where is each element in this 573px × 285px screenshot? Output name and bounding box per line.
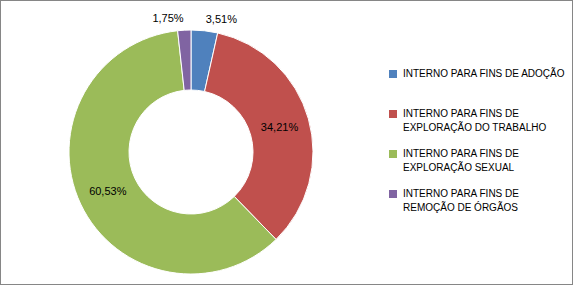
svg-text:60,53%: 60,53% bbox=[89, 185, 127, 197]
html-text:INTERNO PARA FINS DE EXPLORAÇÃ: INTERNO PARA FINS DE EXPLORAÇÃO DO TRABA… bbox=[403, 108, 547, 133]
html-text:INTERNO PARA FINS DE REMOÇÃO D: INTERNO PARA FINS DE REMOÇÃO DE ÓRGÃOS bbox=[403, 188, 519, 213]
html-text:INTERNO PARA FINS DE EXPLORAÇÃ: INTERNO PARA FINS DE EXPLORAÇÃO SEXUAL bbox=[403, 148, 519, 173]
svg-text:3,51%: 3,51% bbox=[206, 13, 237, 25]
html-text:INTERNO PARA FINS DE ADOÇÃO: INTERNO PARA FINS DE ADOÇÃO bbox=[403, 68, 565, 79]
svg-text:34,21%: 34,21% bbox=[261, 121, 299, 133]
svg-text:1,75%: 1,75% bbox=[152, 12, 183, 24]
